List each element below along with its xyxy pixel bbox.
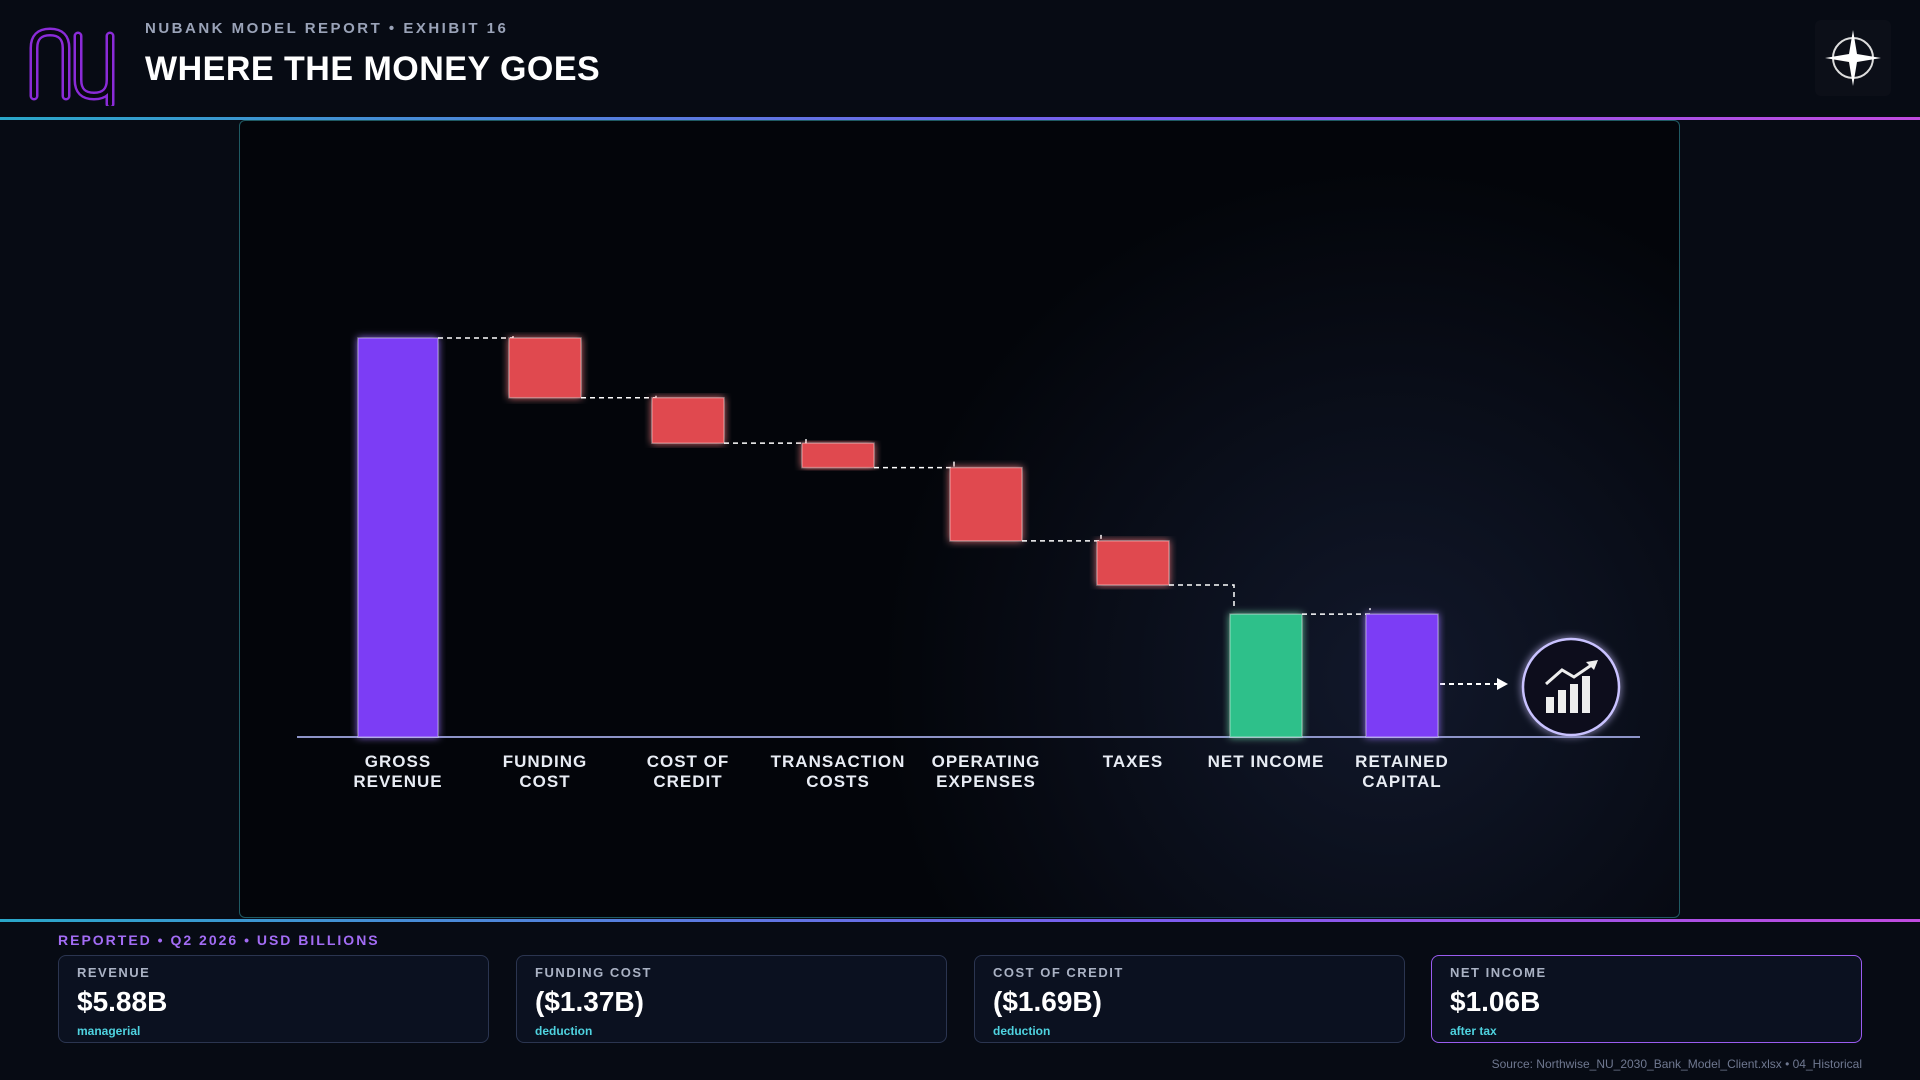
logo [29,27,115,106]
x-tick-label: TAXES [1102,752,1164,771]
compass-icon [1815,20,1891,96]
kpi-label: COST OF CREDIT [993,965,1124,980]
kicker: NUBANK MODEL REPORT • EXHIBIT 16 [145,20,509,37]
kpi-note: deduction [993,1024,1051,1038]
connector [1169,584,1235,609]
footer-kicker: REPORTED • Q2 2026 • USD BILLIONS [58,932,380,948]
x-tick-label: GROSS REVENUE [353,752,443,791]
bar [949,466,1023,542]
connector [724,437,807,444]
x-tick-label: NET INCOME [1207,752,1325,771]
bar [801,442,875,469]
bar [651,396,725,444]
x-tick-label: OPERATING EXPENSES [931,752,1041,791]
arrowhead [1497,678,1508,690]
kpi-note: after tax [1450,1024,1497,1038]
divider [0,919,1920,922]
title: WHERE THE MONEY GOES [145,50,601,88]
connector [438,332,514,339]
connector [874,461,955,469]
kpi-card: COST OF CREDIT ($1.69B) deduction [974,955,1405,1043]
bar [357,337,439,738]
bar [1365,613,1439,738]
bar [508,337,582,399]
connector [1022,534,1102,542]
kpi-value: $1.06B [1450,986,1541,1017]
kpi-note: deduction [535,1024,593,1038]
kpi-label: FUNDING COST [535,965,652,980]
kpi-label: NET INCOME [1450,965,1547,980]
kpi-value: ($1.37B) [535,986,644,1017]
kpi-card: NET INCOME $1.06B after tax [1431,955,1862,1043]
connector [581,391,657,399]
bar [1229,613,1303,738]
kpi-value: $5.88B [77,986,168,1017]
growth-icon [1521,637,1621,737]
x-tick-label: COST OF CREDIT [646,752,730,791]
x-tick-label: RETAINED CAPITAL [1355,752,1449,791]
kpi-card: REVENUE $5.88B managerial [58,955,489,1043]
kpi-label: REVENUE [77,965,151,980]
bar [1096,540,1170,586]
divider [0,117,1920,120]
kpi-note: managerial [77,1024,141,1038]
x-tick-label: TRANSACTION COSTS [770,752,906,791]
x-tick-label: FUNDING COST [502,752,588,791]
source: Source: Northwise_NU_2030_Bank_Model_Cli… [1491,1057,1862,1071]
connector [1302,608,1371,615]
kpi-card: FUNDING COST ($1.37B) deduction [516,955,947,1043]
chart [297,332,1640,738]
kpi-value: ($1.69B) [993,986,1102,1017]
